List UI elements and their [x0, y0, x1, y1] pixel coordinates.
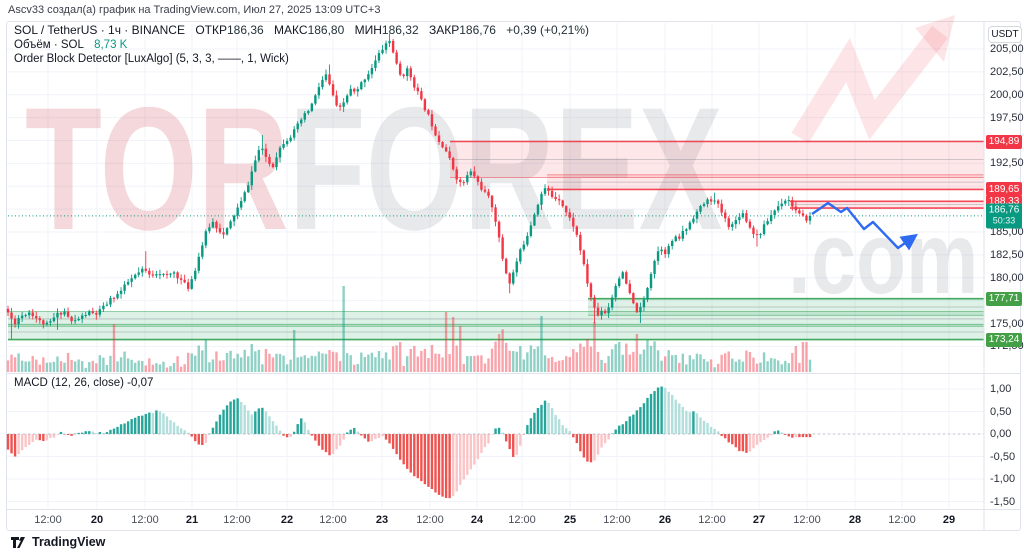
time-tick-hour: 12:00 [34, 514, 62, 526]
time-tick-hour: 12:00 [131, 514, 159, 526]
bullish-order-block [8, 311, 984, 327]
time-tick-hour: 12:00 [508, 514, 536, 526]
price-tick-label: 205,00 [990, 43, 1024, 55]
price-tick-label: 182,50 [990, 248, 1024, 261]
low-label: МИН [354, 23, 382, 37]
time-tick-day: 27 [752, 514, 766, 526]
price-tick-label: 200,00 [990, 88, 1024, 101]
time-tick-day: 25 [563, 514, 577, 526]
tradingview-logo-text: TradingView [32, 535, 106, 549]
open-value: 186,36 [227, 23, 264, 37]
time-tick-day: 24 [470, 514, 484, 526]
time-tick-day: 29 [942, 514, 956, 526]
macd-tick-label: 1,00 [990, 383, 1012, 395]
resistance-level-label: 189,65 [986, 182, 1022, 197]
macd-legend-row[interactable]: MACD (12, 26, close) -0,07 [14, 377, 153, 389]
indicator-legend-row[interactable]: Order Block Detector [LuxAlgo] (5, 3, 3,… [14, 53, 589, 67]
tradingview-logo-icon [11, 537, 25, 548]
resistance-level-label: 194,89 [986, 134, 1022, 149]
price-tick-label: 175,00 [990, 317, 1024, 330]
indicator-title: Order Block Detector [LuxAlgo] (5, 3, 3,… [14, 53, 289, 65]
chart-frame [6, 21, 1021, 531]
support-level-label: 177,71 [986, 291, 1022, 306]
macd-tick-label: -0,50 [990, 450, 1016, 463]
time-tick-hour: 12:00 [888, 514, 916, 526]
time-tick-day: 22 [280, 514, 294, 526]
volume-label: Объём · SOL [14, 38, 84, 51]
close-value: 186,76 [459, 23, 496, 37]
price-tick-label: 202,50 [990, 65, 1024, 78]
macd-tick-label: -1,00 [990, 473, 1016, 485]
time-tick-day: 20 [90, 514, 104, 526]
candlesticks [6, 33, 812, 340]
svg-text:.com: .com [788, 200, 978, 315]
symbol-legend-row[interactable]: SOL / TetherUS · 1ч · BINANCE ОТКР186,36… [14, 23, 589, 38]
attribution-text: Ascv33 создал(а) график на TradingView.c… [8, 4, 381, 16]
bearish-order-block [547, 174, 984, 190]
current-price-label: 186,76 50:33 [986, 203, 1022, 229]
torforex-watermark: TORFOREX .com [25, 15, 978, 315]
high-value: 186,80 [307, 23, 345, 37]
volume-value: 8,73 K [94, 38, 128, 51]
price-tick-label: 197,50 [990, 111, 1024, 124]
forecast-arrow-drawing[interactable] [811, 201, 918, 251]
low-value: 186,32 [381, 23, 419, 37]
time-tick-hour: 12:00 [319, 514, 347, 526]
volume-legend-row[interactable]: Объём · SOL 8,73 K [14, 39, 589, 53]
open-label: ОТКР [195, 23, 227, 37]
currency-unit-button[interactable]: USDT [988, 26, 1022, 43]
price-tick-label: 180,00 [990, 271, 1024, 284]
support-level-label: 173,24 [986, 332, 1022, 347]
macd-params: (12, 26, close) [51, 377, 124, 389]
macd-tick-label: -1,50 [990, 495, 1016, 508]
tradingview-attribution[interactable]: TradingView [10, 534, 105, 550]
macd-tick-label: 0,50 [990, 405, 1012, 418]
price-tick-label: 192,50 [990, 157, 1024, 170]
order-block-zones [8, 140, 984, 341]
macd-histogram [6, 386, 812, 499]
time-tick-hour: 12:00 [698, 514, 726, 526]
gridlines [7, 23, 984, 509]
close-label: ЗАКР [428, 23, 460, 37]
volume-bars [6, 286, 812, 372]
chart-legend: SOL / TetherUS · 1ч · BINANCE ОТКР186,36… [14, 23, 589, 68]
time-tick-day: 28 [848, 514, 862, 526]
macd-tick-label: 0,00 [990, 428, 1012, 440]
macd-value: -0,07 [127, 377, 154, 389]
bullish-order-block [8, 324, 984, 340]
bar-countdown: 50:33 [992, 215, 1016, 226]
time-tick-day: 23 [375, 514, 389, 526]
time-tick-hour: 12:00 [416, 514, 444, 526]
time-tick-day: 21 [185, 514, 199, 526]
macd-title: MACD [14, 377, 48, 389]
change-value: +0,39 (+0,21%) [506, 23, 589, 37]
time-tick-day: 26 [658, 514, 672, 526]
price-tick-label: 185,00 [990, 226, 1024, 238]
watermark-arrow-head [915, 15, 955, 62]
time-tick-hour: 12:00 [793, 514, 821, 526]
bearish-order-block [790, 201, 984, 209]
time-tick-hour: 12:00 [603, 514, 631, 526]
high-label: МАКС [274, 23, 308, 37]
svg-text:TORFOREX: TORFOREX [25, 72, 723, 267]
symbol-title: SOL / TetherUS · 1ч · BINANCE [14, 23, 185, 37]
bullish-order-block [588, 298, 984, 316]
bearish-order-block [450, 141, 984, 178]
time-tick-hour: 12:00 [223, 514, 251, 526]
